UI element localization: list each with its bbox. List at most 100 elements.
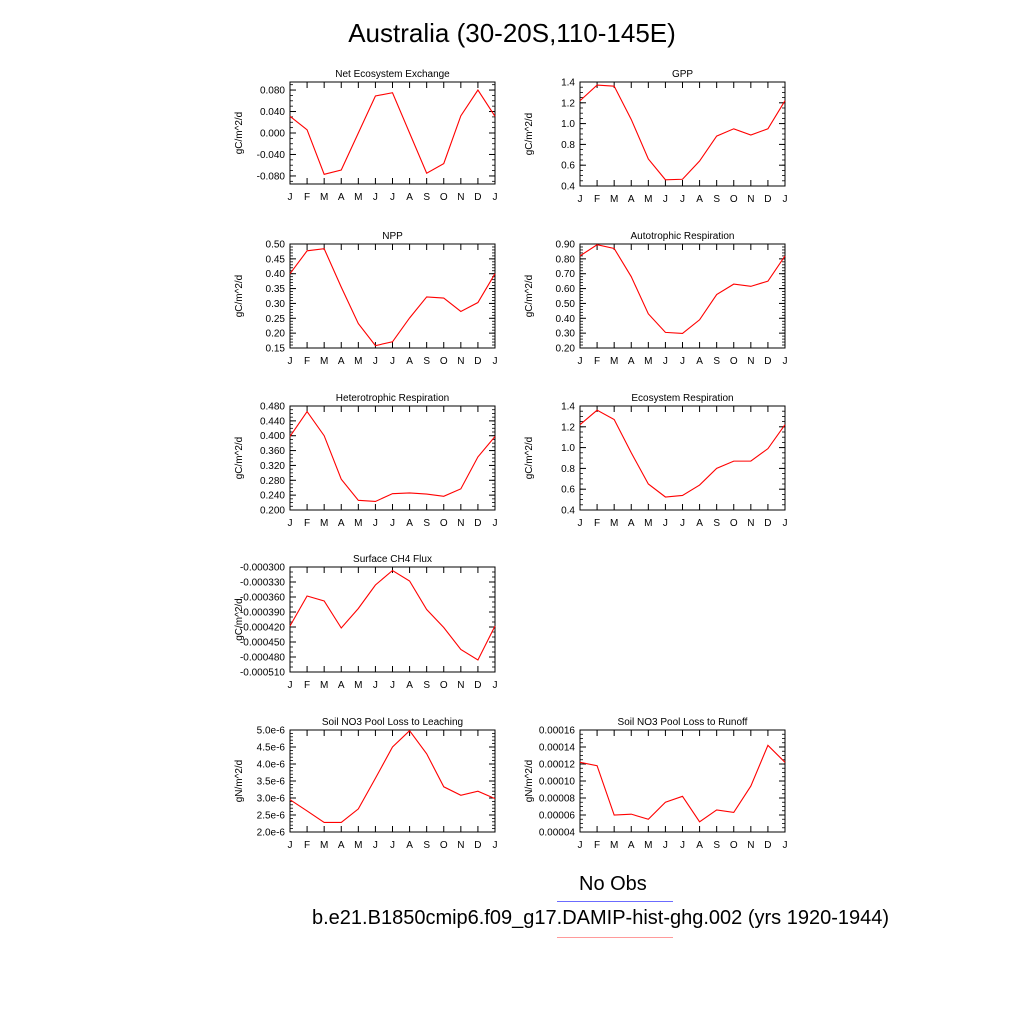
plot-frame: [579, 729, 786, 833]
y-tick-label: 0.50: [266, 240, 286, 251]
chart-panel-8: Soil NO3 Pool Loss to Leaching gN/m^2/d 2.…: [234, 717, 498, 851]
y-tick-label: 0.70: [556, 269, 576, 280]
x-tick-label: J: [783, 840, 788, 851]
x-tick-label: O: [730, 840, 738, 851]
x-tick-label: J: [680, 356, 685, 367]
y-tick-label: 0.40: [556, 314, 576, 325]
x-tick-label: J: [680, 194, 685, 205]
x-tick-label: N: [457, 840, 464, 851]
x-tick-label: O: [440, 192, 448, 203]
series-line: [289, 248, 496, 347]
x-tick-label: J: [578, 194, 583, 205]
y-tick-label: 0.440: [260, 416, 285, 427]
y-tick-label: 0.15: [266, 344, 286, 355]
series-line: [579, 409, 786, 498]
y-tick-label: 4.5e-6: [257, 743, 286, 754]
x-tick-label: D: [764, 356, 771, 367]
x-tick-label: J: [288, 680, 293, 691]
y-tick-label: -0.000300: [240, 563, 285, 574]
plot-frame: [289, 566, 496, 673]
x-tick-label: J: [390, 356, 395, 367]
y-tick-label: -0.000420: [240, 623, 285, 634]
series-line: [289, 729, 496, 824]
x-tick-label: N: [457, 356, 464, 367]
y-tick-label: 0.80: [556, 254, 576, 265]
x-tick-label: O: [730, 356, 738, 367]
x-tick-label: J: [663, 356, 668, 367]
x-tick-label: S: [713, 356, 720, 367]
y-tick-label: 2.5e-6: [257, 811, 286, 822]
x-tick-label: S: [713, 518, 720, 529]
x-tick-label: J: [390, 192, 395, 203]
y-tick-label: 0.240: [260, 491, 285, 502]
y-tick-label: 0.30: [266, 299, 286, 310]
y-tick-label: -0.000450: [240, 638, 285, 649]
y-tick-label: 0.280: [260, 476, 285, 487]
chart-title: NPP: [382, 231, 403, 242]
x-tick-label: J: [373, 356, 378, 367]
y-tick-label: 0.00008: [539, 794, 576, 805]
x-tick-label: J: [373, 840, 378, 851]
x-tick-label: J: [390, 680, 395, 691]
x-tick-label: M: [610, 840, 618, 851]
x-tick-label: F: [304, 356, 310, 367]
x-tick-label: A: [696, 356, 703, 367]
x-tick-label: M: [610, 518, 618, 529]
y-tick-label: 0.8: [561, 140, 575, 151]
series-line: [289, 410, 496, 503]
y-tick-label: 0.00006: [539, 811, 576, 822]
y-tick-label: 1.2: [561, 98, 575, 109]
chart-panel-6: Ecosystem Respiration gC/m^2/d 0.4 0.6 0.8 1.…: [524, 393, 788, 529]
x-tick-label: A: [696, 194, 703, 205]
series-line: [579, 84, 786, 181]
x-tick-label: M: [644, 356, 652, 367]
y-tick-label: 0.6: [561, 161, 575, 172]
y-tick-label: 1.4: [561, 402, 575, 413]
x-tick-label: A: [628, 194, 635, 205]
x-tick-label: A: [338, 518, 345, 529]
chart-panel-7: Surface CH4 Flux gC/m^2/d -0.000510 -0.0004…: [234, 554, 498, 691]
x-tick-label: O: [440, 356, 448, 367]
x-tick-label: M: [320, 518, 328, 529]
chart-title: Surface CH4 Flux: [353, 554, 432, 565]
x-tick-label: M: [644, 518, 652, 529]
y-tick-label: -0.000390: [240, 608, 285, 619]
x-tick-label: D: [474, 356, 481, 367]
y-tick-label: 4.0e-6: [257, 760, 286, 771]
x-tick-label: F: [304, 840, 310, 851]
chart-title: Net Ecosystem Exchange: [335, 69, 450, 80]
y-tick-label: 0.360: [260, 446, 285, 457]
x-tick-label: S: [713, 840, 720, 851]
x-tick-label: D: [764, 518, 771, 529]
x-tick-label: S: [423, 356, 430, 367]
x-tick-label: M: [320, 840, 328, 851]
y-tick-label: 0.4: [561, 506, 575, 517]
series-line: [289, 89, 496, 175]
x-tick-label: M: [610, 194, 618, 205]
y-tick-label: 3.5e-6: [257, 777, 286, 788]
y-tick-label: 0.40: [266, 269, 286, 280]
chart-title: Autotrophic Respiration: [631, 231, 735, 242]
y-axis-label: gC/m^2/d: [524, 275, 535, 318]
x-tick-label: M: [644, 840, 652, 851]
y-tick-label: 0.4: [561, 182, 575, 193]
x-tick-label: N: [457, 192, 464, 203]
legend-obs-line: [557, 901, 673, 902]
y-tick-label: 0.8: [561, 464, 575, 475]
page-title: Australia (30-20S,110-145E): [348, 18, 676, 48]
x-tick-label: F: [304, 518, 310, 529]
plot-frame: [289, 405, 496, 511]
y-tick-label: 0.000: [260, 129, 285, 140]
x-tick-label: A: [338, 840, 345, 851]
x-tick-label: O: [730, 518, 738, 529]
x-tick-label: J: [578, 518, 583, 529]
chart-panel-3: NPP gC/m^2/d 0.15 0.20 0.25 0.30 0.35 0.40 0.45 0…: [234, 231, 498, 367]
x-tick-label: A: [406, 518, 413, 529]
y-tick-label: 1.0: [561, 443, 575, 454]
x-tick-label: J: [288, 518, 293, 529]
y-axis-label: gN/m^2/d: [524, 760, 535, 803]
x-tick-label: M: [354, 192, 362, 203]
y-axis-label: gC/m^2/d: [234, 598, 245, 641]
